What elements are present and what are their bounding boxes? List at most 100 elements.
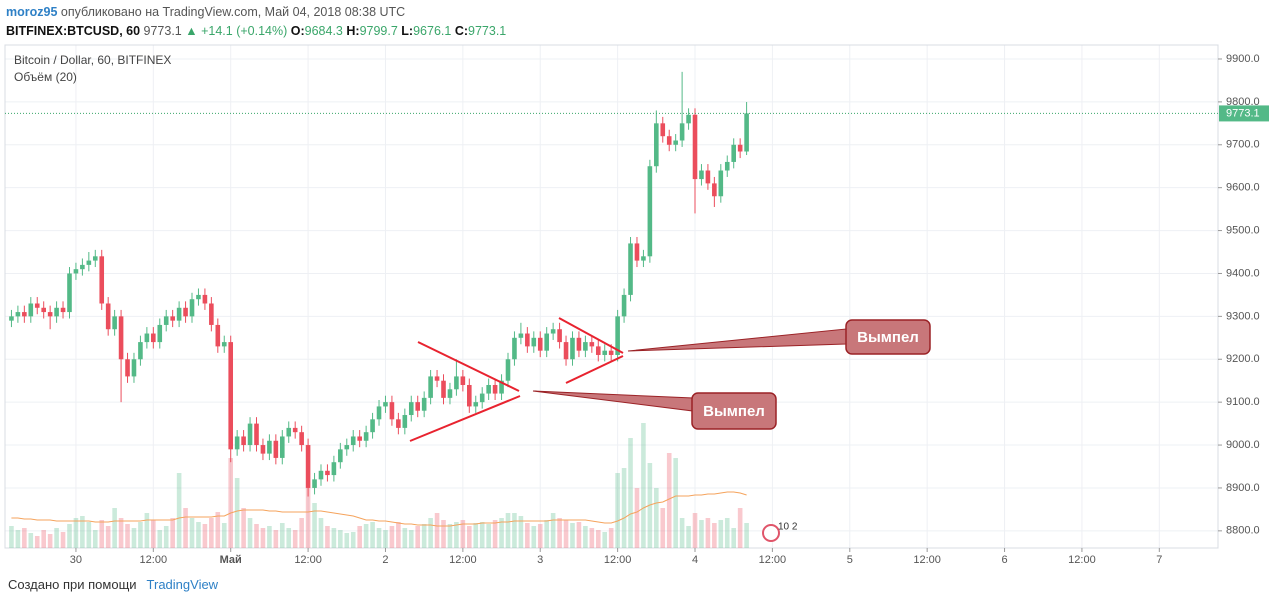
brand[interactable]: TradingView — [146, 577, 219, 592]
candle-body — [512, 337, 517, 360]
candle-body — [15, 312, 21, 317]
volume-bar — [589, 528, 595, 548]
event-icon[interactable] — [762, 524, 780, 542]
volume-bar — [673, 458, 678, 548]
volume-bar — [305, 488, 311, 548]
grid — [5, 45, 1218, 548]
volume-bar — [441, 520, 446, 548]
candle-body — [608, 350, 614, 355]
volume-bar — [434, 513, 440, 548]
y-tick-label: 9100.0 — [1226, 396, 1260, 408]
candle-body — [737, 144, 743, 152]
candle-body — [292, 427, 298, 433]
volume-bar — [544, 520, 549, 548]
candle-body — [286, 427, 292, 437]
volume-bar — [67, 524, 72, 548]
candle-body — [441, 380, 446, 398]
header: moroz95 опубликовано на TradingView.com,… — [6, 3, 506, 41]
volume-bar — [9, 526, 14, 548]
author[interactable]: moroz95 — [6, 5, 58, 19]
published: опубликовано на TradingView.com, Май 04,… — [60, 5, 406, 19]
candle-body — [563, 342, 569, 360]
candle-body — [634, 243, 640, 261]
candle-body — [151, 333, 156, 343]
volume-bar — [28, 533, 34, 548]
candle-body — [202, 294, 208, 304]
candle-body — [80, 264, 85, 270]
candle-body — [699, 170, 704, 180]
volume-bar — [454, 522, 459, 548]
volume-bar — [583, 526, 588, 548]
candle-body — [434, 376, 440, 381]
volume-bar — [499, 518, 504, 548]
candle-body — [34, 303, 40, 308]
chart: Bitcoin / Dollar, 60, BITFINEX Объём (20… — [4, 44, 1269, 566]
volume-bar — [279, 523, 285, 548]
x-tick-label: 12:00 — [759, 554, 787, 566]
candle-body — [163, 316, 169, 325]
candle-body — [267, 440, 272, 454]
trend-line — [558, 317, 624, 354]
candle-body — [518, 333, 524, 338]
candle-body — [718, 170, 724, 197]
x-tick-label: 3 — [537, 554, 543, 566]
candle-body — [576, 337, 582, 351]
candle-body — [415, 402, 421, 411]
volume-bar — [654, 488, 659, 548]
y-tick-label: 9400.0 — [1226, 267, 1260, 279]
candle-body — [744, 113, 749, 152]
event-label: 10 2 — [778, 522, 798, 533]
volume-bar — [692, 513, 698, 548]
candle-body — [54, 307, 59, 317]
volume-bar — [641, 423, 646, 548]
candle-body — [570, 337, 575, 360]
candle-body — [228, 342, 234, 450]
candle-body — [241, 436, 246, 446]
candle-body — [505, 359, 511, 381]
candle-body — [447, 389, 453, 398]
volume-bar — [408, 530, 414, 548]
volume-bar — [563, 520, 569, 548]
x-tick-label: 12:00 — [913, 554, 941, 566]
candle-body — [525, 333, 530, 347]
volume-bar — [92, 530, 98, 548]
y-tick-label: 8800.0 — [1226, 525, 1260, 537]
candle-body — [157, 324, 163, 343]
volume-bar — [312, 503, 317, 548]
volume-bar — [660, 508, 666, 548]
x-tick-label: 12:00 — [140, 554, 168, 566]
candle-body — [370, 419, 375, 433]
candle-body — [215, 324, 221, 347]
ohlc-value: 9684.3 — [304, 24, 343, 38]
volume-bar — [144, 513, 150, 548]
candle-body — [557, 329, 562, 343]
volume-bar — [718, 520, 724, 548]
volume-bar — [705, 518, 711, 548]
candle-body — [615, 316, 620, 355]
chart-title: Bitcoin / Dollar, 60, BITFINEX — [14, 53, 171, 67]
candle-body — [467, 384, 472, 407]
ohlc-label: O: — [290, 24, 305, 38]
candle-body — [679, 123, 685, 141]
y-tick-label: 9800.0 — [1226, 96, 1260, 108]
y-tick-label: 9200.0 — [1226, 353, 1260, 365]
candle-body — [170, 316, 175, 321]
volume-bar — [428, 518, 433, 548]
axes: 8800.0 8900.0 9000.0 9100.0 9200.0 9300.0 9400… — [70, 53, 1269, 566]
candle-body — [234, 436, 240, 450]
volume-bar — [267, 526, 272, 548]
candle-body — [595, 346, 601, 355]
volume-bar — [525, 523, 530, 548]
x-tick-label: 12:00 — [294, 554, 322, 566]
volume-bar — [286, 528, 292, 548]
volume-bar — [383, 530, 388, 548]
candle-body — [22, 312, 27, 317]
volume-bar — [621, 468, 627, 548]
candle-body — [9, 316, 14, 321]
callout — [845, 319, 931, 355]
candle-body — [537, 337, 543, 351]
candle-body — [628, 243, 633, 295]
volume-bar — [54, 528, 59, 548]
candle-body — [105, 303, 111, 330]
